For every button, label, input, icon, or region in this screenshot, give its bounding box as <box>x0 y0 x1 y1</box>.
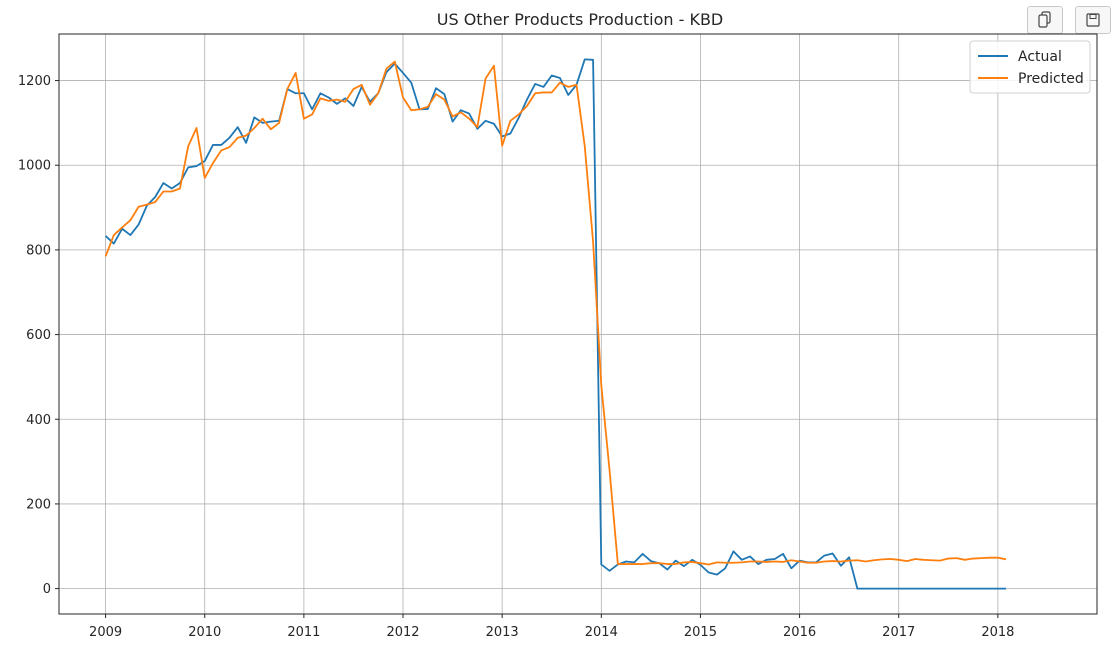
y-tick-label: 1000 <box>18 159 51 174</box>
x-tick-label: 2018 <box>981 625 1014 640</box>
copy-icon <box>1038 11 1051 28</box>
x-tick-label: 2012 <box>386 625 419 640</box>
x-tick-label: 2015 <box>684 625 717 640</box>
series-line-actual <box>104 58 1007 590</box>
x-tick-label: 2014 <box>585 625 618 640</box>
series-layer <box>104 58 1007 590</box>
y-tick-label: 200 <box>26 497 51 512</box>
y-axis: 0 200 400 600 800 1000 1200 <box>18 74 59 597</box>
x-tick-label: 2016 <box>783 625 816 640</box>
plot-frame <box>58 33 1098 615</box>
y-tick-label: 800 <box>26 243 51 258</box>
legend-label: Predicted <box>1018 71 1084 87</box>
x-tick-label: 2009 <box>89 625 122 640</box>
grid <box>59 34 1097 614</box>
y-tick-label: 1200 <box>18 74 51 89</box>
x-tick-label: 2011 <box>287 625 320 640</box>
legend: Actual Predicted <box>969 40 1091 94</box>
y-tick-label: 400 <box>26 413 51 428</box>
series-line-predicted <box>104 60 1007 566</box>
x-tick-label: 2010 <box>188 625 221 640</box>
legend-label: Actual <box>1018 49 1062 65</box>
legend-box <box>969 40 1091 94</box>
x-axis: 2009 2010 2011 2012 2013 2014 2015 2016 2017 2018 <box>89 614 1014 640</box>
x-tick-label: 2017 <box>882 625 915 640</box>
save-icon <box>1086 13 1100 27</box>
copy-button[interactable] <box>1027 6 1063 34</box>
y-tick-label: 0 <box>43 582 51 597</box>
x-tick-label: 2013 <box>486 625 519 640</box>
y-tick-label: 600 <box>26 328 51 343</box>
chart-title: US Other Products Production - KBD <box>437 10 724 29</box>
